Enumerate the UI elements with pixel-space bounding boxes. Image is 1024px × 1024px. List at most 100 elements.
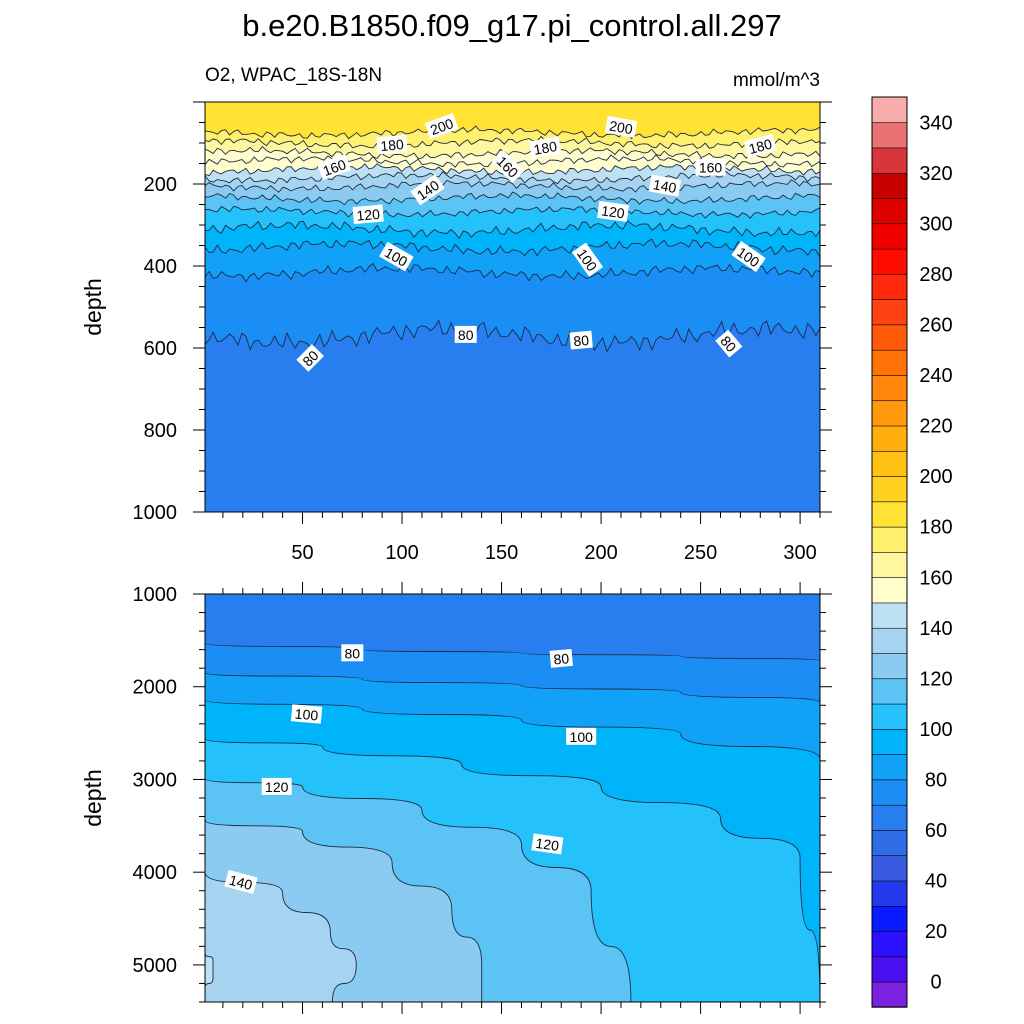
x-tick-label: 300 bbox=[783, 542, 816, 564]
colorbar-segment bbox=[871, 298, 908, 326]
x-tick-label: 50 bbox=[291, 542, 313, 564]
contour-label-box bbox=[491, 149, 525, 184]
contour-label-text: 120 bbox=[535, 835, 561, 854]
colorbar-segment bbox=[871, 349, 908, 376]
contour-label: 120 bbox=[597, 200, 630, 222]
contour-line-190 bbox=[205, 135, 820, 150]
colorbar-segment bbox=[871, 374, 908, 402]
contour-label-box bbox=[376, 134, 408, 155]
colorbar-label: 240 bbox=[919, 365, 952, 387]
contour-label-box bbox=[571, 242, 604, 277]
contour-label-box bbox=[454, 325, 477, 343]
contour-label: 80 bbox=[454, 325, 477, 343]
colorbar-label: 140 bbox=[919, 618, 952, 640]
contour-label-box bbox=[695, 158, 726, 176]
contour-label-text: 200 bbox=[428, 115, 456, 138]
x-tick-label: 200 bbox=[584, 542, 617, 564]
colorbar-label: 220 bbox=[919, 416, 952, 438]
units-label: mmol/m^3 bbox=[733, 70, 820, 91]
contour-label-box bbox=[604, 115, 638, 138]
contour-label-text: 80 bbox=[345, 645, 361, 661]
colorbar-segment bbox=[871, 425, 908, 452]
y-tick-label: 2000 bbox=[133, 677, 178, 699]
contour-label-box bbox=[569, 330, 593, 350]
contour-label: 80 bbox=[296, 344, 324, 372]
colorbar-label: 0 bbox=[930, 972, 941, 994]
colorbar-label: 320 bbox=[919, 163, 952, 185]
colorbar-segment bbox=[871, 147, 908, 174]
y-tick-label: 3000 bbox=[133, 769, 178, 791]
colorbar-segment bbox=[871, 779, 908, 806]
lower-fill-group bbox=[205, 594, 820, 1002]
contour-label: 160 bbox=[317, 154, 352, 181]
contour-line-100 bbox=[205, 699, 820, 760]
contour-label-box bbox=[528, 136, 562, 159]
contour-label-box bbox=[261, 777, 292, 795]
contour-line-180 bbox=[205, 146, 820, 160]
colorbar-label: 180 bbox=[919, 517, 952, 539]
contour-label-text: 80 bbox=[573, 332, 590, 349]
contour-label-box bbox=[290, 704, 323, 724]
y-tick-label: 1000 bbox=[133, 502, 178, 524]
contour-line-140 bbox=[205, 179, 820, 193]
contour-line-90 bbox=[205, 672, 820, 703]
colorbar-label: 80 bbox=[925, 770, 947, 792]
colorbar-segment bbox=[871, 197, 908, 225]
contour-label-text: 180 bbox=[747, 135, 774, 157]
contour-label-box bbox=[352, 204, 384, 225]
contour-line-80 bbox=[205, 642, 820, 662]
colorbar-segment bbox=[871, 324, 908, 351]
colorbar-segment bbox=[871, 804, 908, 831]
colorbar-segment bbox=[871, 678, 908, 705]
contour-label-box bbox=[410, 174, 445, 206]
contour-label-box bbox=[648, 174, 682, 197]
contour-label-text: 180 bbox=[380, 136, 405, 154]
colorbar-segment bbox=[871, 728, 908, 755]
contour-label-text: 160 bbox=[699, 160, 723, 176]
contour-label-box bbox=[424, 113, 459, 140]
colorbar-frame bbox=[871, 96, 908, 1008]
colorbar-segment bbox=[871, 526, 908, 553]
colorbar-label: 200 bbox=[919, 466, 952, 488]
colorbar-segment bbox=[871, 652, 908, 680]
colorbar-segment bbox=[871, 855, 908, 882]
contour-line-200 bbox=[205, 125, 820, 140]
y-tick-label: 600 bbox=[144, 338, 177, 360]
colorbar-segment bbox=[871, 475, 908, 503]
contour-label-text: 140 bbox=[652, 176, 678, 196]
contour-label: 80 bbox=[715, 329, 743, 358]
contour-label: 80 bbox=[549, 648, 573, 668]
contour-band-150 bbox=[205, 952, 213, 989]
contour-line-130 bbox=[205, 820, 483, 1002]
contour-line-140 bbox=[205, 872, 357, 1002]
y-tick-label: 1000 bbox=[133, 584, 178, 606]
contour-label-text: 180 bbox=[532, 138, 558, 158]
contour-label-box bbox=[531, 833, 564, 855]
colorbar-segment bbox=[871, 753, 908, 781]
contour-label: 80 bbox=[341, 644, 364, 662]
colorbar-segment bbox=[871, 627, 908, 654]
colorbar-segment bbox=[871, 273, 908, 300]
lower-depth-panel: 80 80 100 100 120 120 140 1000 2000 3000 4000 5000 d… bbox=[80, 582, 832, 1014]
contour-label: 200 bbox=[424, 113, 459, 140]
colorbar-label: 20 bbox=[925, 921, 947, 943]
chart-title: b.e20.B1850.f09_g17.pi_control.all.297 bbox=[242, 8, 782, 43]
colorbar-segment bbox=[871, 248, 908, 275]
contour-label-box bbox=[715, 329, 743, 358]
contour-line-90 bbox=[205, 262, 820, 283]
contour-label-text: 100 bbox=[294, 706, 319, 724]
contour-label-box bbox=[379, 241, 414, 272]
colorbar-label: 40 bbox=[925, 871, 947, 893]
contour-label-box bbox=[341, 644, 364, 662]
x-tick-label: 150 bbox=[485, 542, 518, 564]
x-tick-label: 100 bbox=[385, 542, 418, 564]
colorbar-label: 300 bbox=[919, 213, 952, 235]
contour-label-text: 120 bbox=[265, 779, 289, 795]
colorbar-label: 60 bbox=[925, 820, 947, 842]
contour-label: 120 bbox=[531, 833, 564, 855]
contour-label-text: 80 bbox=[458, 327, 474, 343]
colorbar-segment bbox=[871, 450, 908, 477]
contour-line-80 bbox=[205, 319, 820, 353]
contour-label-box bbox=[597, 200, 630, 222]
